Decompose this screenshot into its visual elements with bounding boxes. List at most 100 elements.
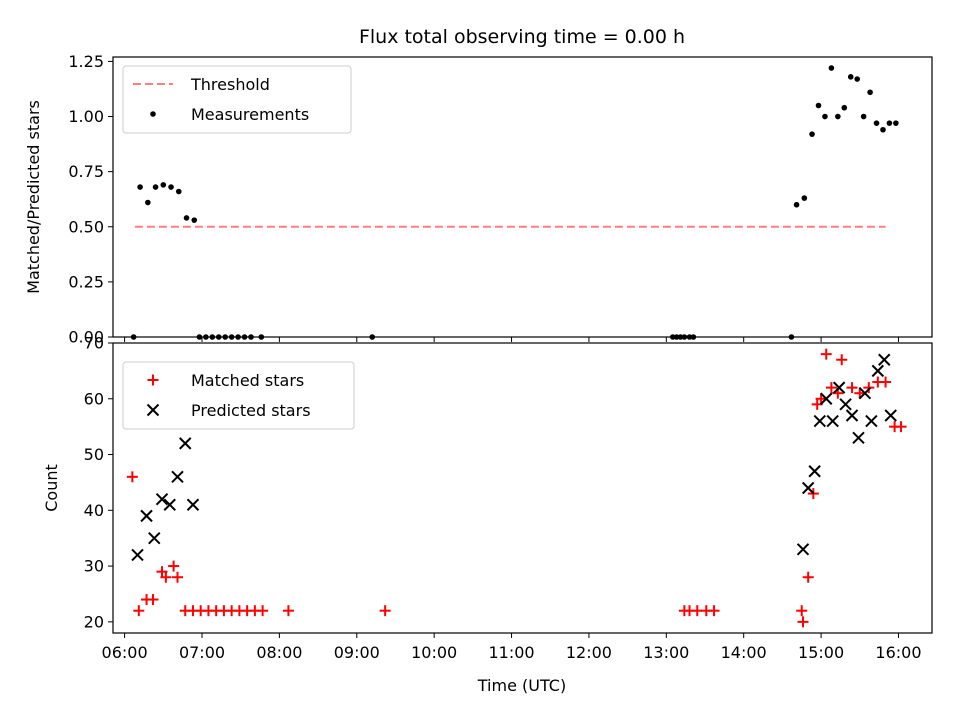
measurement-point: [835, 113, 841, 120]
x-axis-ticks: 06:00 07:00 08:00 09:00 10:00 11:00 12:00 13:00…: [102, 633, 922, 662]
matched-star-point: [846, 382, 858, 394]
predicted-star-point: [171, 470, 184, 484]
predicted-star-point: [839, 398, 852, 411]
matched-star-point: [708, 605, 720, 617]
top-y-tick-label-2: 0.50: [68, 217, 104, 236]
predicted-star-point: [884, 409, 897, 422]
top-y-tick-label-3: 0.75: [68, 162, 104, 181]
predicted-star-point: [858, 386, 872, 400]
matched-star-point: [854, 387, 866, 399]
predicted-star-point: [179, 437, 192, 450]
matched-star-point: [160, 571, 172, 583]
measurement-point: [183, 215, 190, 221]
top-x-tick-marks: [124, 337, 899, 342]
measurement-point: [854, 76, 860, 82]
predicted-star-point: [813, 414, 826, 428]
measurement-point: [867, 89, 873, 96]
predicted-star-point: [826, 414, 839, 428]
measurement-point: [801, 195, 808, 201]
predicted-star-point: [845, 409, 859, 422]
measurement-point: [168, 184, 174, 190]
bottom-legend-label-1: Predicted stars: [191, 401, 311, 420]
measurement-point: [809, 131, 815, 137]
predicted-star-point: [801, 481, 815, 495]
x-tick-label-4: 10:00: [411, 643, 457, 662]
bottom-legend: Matched stars Predicted stars: [122, 361, 355, 430]
bottom-y-tick-label-0: 20: [84, 612, 104, 631]
measurement-point: [893, 120, 899, 126]
bottom-y-tick-label-5: 70: [84, 334, 104, 353]
matched-star-point: [257, 605, 269, 617]
x-tick-label-8: 14:00: [721, 643, 767, 662]
measurement-point: [815, 102, 822, 109]
predicted-star-point: [140, 509, 153, 523]
predicted-star-point: [131, 548, 144, 562]
measurement-point: [860, 113, 867, 120]
measurement-point: [886, 120, 893, 126]
predicted-star-point: [155, 492, 169, 506]
matched-star-point: [825, 382, 837, 394]
matched-star-point: [820, 348, 832, 360]
bottom-plot-series: [126, 348, 907, 628]
predicted-star-point: [865, 414, 878, 428]
measurement-point: [841, 104, 848, 111]
bottom-y-tick-label-2: 40: [84, 501, 104, 520]
matched-star-point: [126, 471, 138, 483]
x-tick-label-9: 15:00: [798, 643, 844, 662]
matched-star-point: [797, 616, 809, 628]
predicted-star-point: [878, 353, 891, 366]
top-legend-label-0: Threshold: [190, 75, 270, 94]
matched-star-point: [815, 393, 827, 405]
bottom-legend-handle-0: [147, 374, 159, 386]
matched-star-point: [282, 605, 294, 617]
x-tick-label-3: 09:00: [334, 643, 380, 662]
measurement-point: [175, 188, 182, 195]
matched-star-point: [836, 354, 848, 366]
bottom-y-tick-label-3: 50: [84, 445, 104, 464]
top-plot-frame: [112, 56, 933, 338]
matched-star-point: [168, 560, 180, 572]
bottom-plot-frame: [112, 342, 933, 634]
bottom-y-axis-label: Count: [42, 464, 61, 512]
matched-star-point: [796, 605, 808, 617]
top-y-tick-label-1: 0.25: [68, 272, 104, 291]
x-tick-label-2: 08:00: [256, 643, 302, 662]
top-y-ticks: 0.00 0.25 0.50 0.75 1.00 1.25: [68, 52, 113, 347]
x-tick-label-0: 06:00: [102, 643, 148, 662]
measurement-point: [145, 199, 151, 206]
top-legend-label-1: Measurements: [191, 105, 309, 124]
bottom-legend-label-0: Matched stars: [191, 371, 304, 390]
predicted-star-point: [871, 364, 885, 378]
predicted-star-point: [148, 531, 161, 545]
bottom-legend-handle-1: [146, 403, 160, 417]
measurement-point: [793, 201, 800, 208]
top-legend: Threshold Measurements: [122, 65, 352, 134]
matched-star-point: [880, 376, 892, 388]
measurement-point: [847, 74, 854, 80]
predicted-star-point: [808, 465, 821, 478]
top-y-axis-label: Matched/Predicted stars: [24, 100, 43, 294]
top-legend-box: [122, 65, 352, 134]
matched-star-point: [171, 571, 183, 583]
top-legend-handle-1: [150, 111, 156, 117]
matched-star-point: [802, 571, 814, 583]
top-y-tick-label-4: 1.00: [68, 107, 104, 126]
measurement-point: [828, 65, 835, 71]
measurement-point: [160, 182, 167, 188]
measurement-point: [191, 217, 198, 223]
matched-star-point: [133, 605, 145, 617]
bottom-y-tick-label-1: 30: [84, 557, 104, 576]
matched-star-point: [147, 594, 159, 606]
bottom-y-ticks: 20 30 40 50 60 70: [84, 334, 113, 631]
x-tick-label-5: 11:00: [488, 643, 534, 662]
predicted-star-point: [163, 498, 176, 511]
bottom-plot: 20 30 40 50 60 70 06:00 07:00 08:00 09:00 10:00 11…: [42, 334, 933, 695]
x-tick-label-6: 12:00: [566, 643, 612, 662]
predicted-star-point: [852, 431, 865, 445]
top-y-tick-label-0: 0.00: [68, 328, 104, 347]
top-plot: 0.00 0.25 0.50 0.75 1.00 1.25 Matched/Predict…: [24, 52, 933, 347]
predicted-star-point: [186, 498, 200, 511]
x-tick-label-1: 07:00: [179, 643, 225, 662]
matched-star-point: [863, 382, 875, 394]
x-tick-label-7: 13:00: [643, 643, 689, 662]
